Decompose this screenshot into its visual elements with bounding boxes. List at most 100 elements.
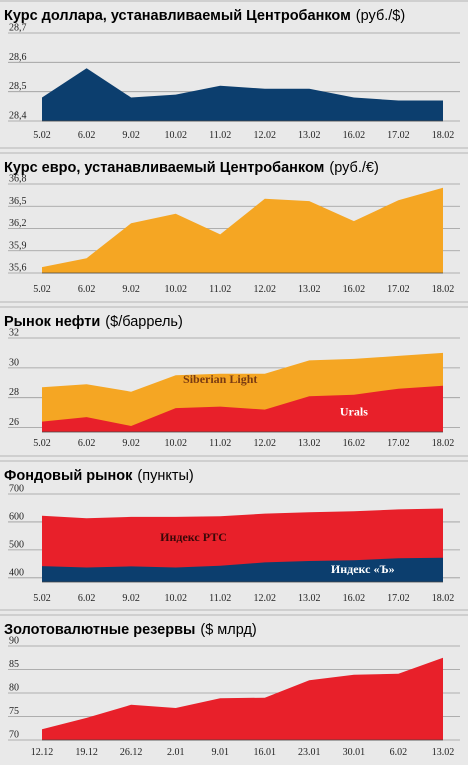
y-tick-label: 26 <box>9 417 19 428</box>
x-tick-label: 6.02 <box>390 747 408 758</box>
x-tick-label: 10.02 <box>164 284 187 295</box>
series-area-1 <box>42 657 443 740</box>
y-tick-label: 90 <box>9 636 19 647</box>
series-label: Индекс РТС <box>160 530 227 544</box>
x-tick-label: 16.02 <box>343 284 366 295</box>
y-tick-label: 70 <box>9 730 19 741</box>
x-tick-label: 9.02 <box>122 284 140 295</box>
x-tick-label: 11.02 <box>209 438 231 449</box>
chart-title: Курс евро, устанавливаемый Центробанком (… <box>4 160 379 176</box>
x-tick-label: 5.02 <box>33 284 51 295</box>
x-tick-label: 10.02 <box>164 438 187 449</box>
y-tick-label: 28,6 <box>9 52 27 63</box>
x-tick-label: 16.01 <box>254 747 277 758</box>
y-tick-label: 500 <box>9 539 24 550</box>
x-tick-label: 12.02 <box>254 593 277 604</box>
y-tick-label: 85 <box>9 659 19 670</box>
x-tick-label: 6.02 <box>78 130 96 141</box>
series-area-1 <box>42 68 443 121</box>
y-tick-label: 700 <box>9 484 24 495</box>
x-tick-label: 12.12 <box>31 747 54 758</box>
y-tick-label: 35,6 <box>9 263 27 274</box>
chart-title: Фондовый рынок (пункты) <box>4 468 194 484</box>
x-tick-label: 11.02 <box>209 130 231 141</box>
chart-title: Золотовалютные резервы ($ млрд) <box>4 622 257 638</box>
chart-title: Курс доллара, устанавливаемый Центробанк… <box>4 8 405 24</box>
y-tick-label: 28,7 <box>9 23 27 34</box>
x-tick-label: 9.02 <box>122 593 140 604</box>
x-tick-label: 17.02 <box>387 593 410 604</box>
series-area-2 <box>42 385 443 432</box>
y-tick-label: 30 <box>9 357 19 368</box>
x-tick-label: 9.02 <box>122 130 140 141</box>
chart-title-unit: (пункты) <box>137 468 193 484</box>
chart-panel-1: Курс доллара, устанавливаемый Центробанк… <box>0 0 468 144</box>
chart-title-unit: (руб./€) <box>329 160 378 176</box>
x-tick-label: 26.12 <box>120 747 143 758</box>
x-tick-label: 10.02 <box>164 593 187 604</box>
chart-title-main: Золотовалютные резервы <box>4 622 195 638</box>
chart-title-unit: ($/баррель) <box>105 314 183 330</box>
chart-title-main: Фондовый рынок <box>4 468 133 484</box>
series-label: Urals <box>340 405 368 419</box>
y-tick-label: 36,8 <box>9 174 27 185</box>
series-area-1 <box>42 187 443 273</box>
x-tick-label: 13.02 <box>298 438 321 449</box>
y-tick-label: 600 <box>9 511 24 522</box>
x-tick-label: 13.02 <box>298 284 321 295</box>
x-tick-label: 13.02 <box>298 593 321 604</box>
x-tick-label: 5.02 <box>33 438 51 449</box>
x-tick-label: 17.02 <box>387 438 410 449</box>
x-tick-label: 17.02 <box>387 130 410 141</box>
x-tick-label: 6.02 <box>78 284 96 295</box>
x-tick-label: 30.01 <box>343 747 366 758</box>
chart-title-main: Курс евро, устанавливаемый Центробанком <box>4 160 324 176</box>
y-tick-label: 80 <box>9 683 19 694</box>
x-tick-label: 10.02 <box>164 130 187 141</box>
series-area-2 <box>42 557 443 582</box>
series-label: Siberian Light <box>183 372 257 386</box>
x-tick-label: 6.02 <box>78 438 96 449</box>
x-tick-label: 5.02 <box>33 130 51 141</box>
x-tick-label: 18.02 <box>432 438 455 449</box>
x-tick-label: 9.01 <box>211 747 229 758</box>
chart-panel-3: Рынок нефти ($/баррель) 32 30 28 26 5.02 6.02 9.… <box>0 301 468 452</box>
y-tick-label: 28,4 <box>9 111 27 122</box>
y-tick-label: 28,5 <box>9 81 27 92</box>
x-tick-label: 5.02 <box>33 593 51 604</box>
chart-title-main: Рынок нефти <box>4 314 100 330</box>
x-tick-label: 13.02 <box>432 747 455 758</box>
y-tick-label: 35,9 <box>9 240 27 251</box>
x-tick-label: 6.02 <box>78 593 96 604</box>
y-tick-label: 32 <box>9 328 19 339</box>
x-tick-label: 12.02 <box>254 284 277 295</box>
y-tick-label: 75 <box>9 706 19 717</box>
x-tick-label: 16.02 <box>343 438 366 449</box>
x-tick-label: 11.02 <box>209 284 231 295</box>
x-tick-label: 18.02 <box>432 593 455 604</box>
chart-title: Рынок нефти ($/баррель) <box>4 314 183 330</box>
x-tick-label: 11.02 <box>209 593 231 604</box>
chart-panel-2: Курс евро, устанавливаемый Центробанком (… <box>0 147 468 298</box>
y-tick-label: 36,5 <box>9 196 27 207</box>
y-tick-label: 400 <box>9 567 24 578</box>
x-tick-label: 18.02 <box>432 130 455 141</box>
x-tick-label: 16.02 <box>343 130 366 141</box>
x-tick-label: 18.02 <box>432 284 455 295</box>
x-tick-label: 19.12 <box>75 747 98 758</box>
chart-panel-5: Золотовалютные резервы ($ млрд) 90 85 80 75 70… <box>0 609 468 765</box>
x-tick-label: 23.01 <box>298 747 321 758</box>
chart-title-unit: ($ млрд) <box>200 622 256 638</box>
x-tick-label: 2.01 <box>167 747 185 758</box>
chart-title-main: Курс доллара, устанавливаемый Центробанк… <box>4 8 351 24</box>
x-tick-label: 9.02 <box>122 438 140 449</box>
y-tick-label: 36,2 <box>9 218 27 229</box>
series-label: Индекс «Ъ» <box>331 562 395 576</box>
y-tick-label: 28 <box>9 387 19 398</box>
x-tick-label: 12.02 <box>254 438 277 449</box>
x-tick-label: 12.02 <box>254 130 277 141</box>
x-tick-label: 16.02 <box>343 593 366 604</box>
chart-title-unit: (руб./$) <box>356 8 405 24</box>
